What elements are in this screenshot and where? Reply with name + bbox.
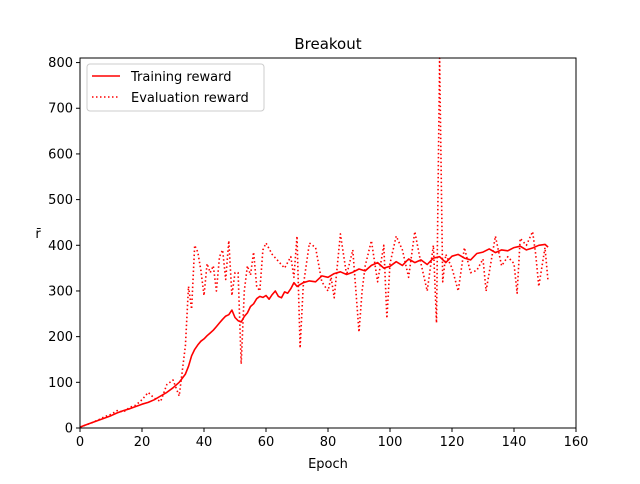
- series-line-evaluation-reward: [79, 57, 549, 428]
- x-tick-label: 0: [76, 435, 84, 450]
- y-axis-label: r̄: [35, 227, 41, 242]
- y-tick-label: 0: [65, 422, 73, 437]
- plot-area-frame: [79, 57, 577, 429]
- legend-frame: [86, 63, 265, 112]
- y-tick-label: 700: [48, 102, 73, 117]
- x-tick-label: 60: [258, 435, 275, 450]
- x-tick-label: 40: [196, 435, 213, 450]
- y-tick-label: 500: [48, 193, 73, 208]
- x-tick-label: 160: [564, 435, 589, 450]
- y-tick-label: 100: [48, 376, 73, 391]
- y-tick-label: 600: [48, 147, 73, 162]
- legend-label-evaluation-reward: Evaluation reward: [131, 91, 249, 106]
- x-axis-label: Epoch: [308, 457, 348, 472]
- legend: Training reward Evaluation reward: [86, 63, 265, 112]
- y-tick-label: 300: [48, 284, 73, 299]
- x-tick-label: 80: [320, 435, 337, 450]
- x-tick-label: 120: [440, 435, 465, 450]
- x-tick-label: 20: [134, 435, 151, 450]
- x-tick-label: 140: [502, 435, 527, 450]
- y-tick-label: 400: [48, 239, 73, 254]
- y-tick-label: 800: [48, 56, 73, 71]
- legend-label-training-reward: Training reward: [130, 70, 231, 85]
- y-tick-label: 200: [48, 330, 73, 345]
- series-line-training-reward: [79, 243, 549, 428]
- chart-title: Breakout: [294, 35, 361, 53]
- x-tick-label: 100: [378, 435, 403, 450]
